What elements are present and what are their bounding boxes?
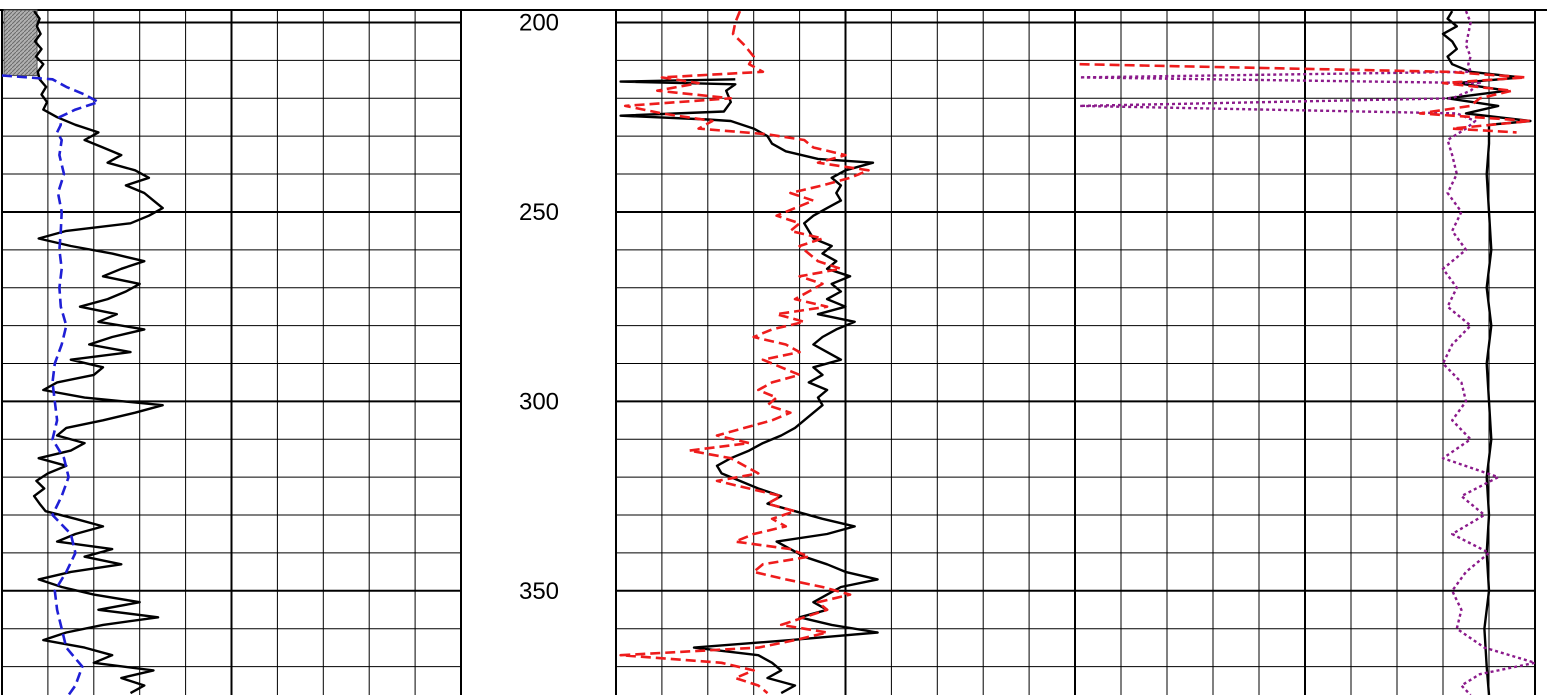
lithology-flag [3, 9, 38, 77]
depth-tick-label: 200 [519, 10, 559, 37]
grid-layer [0, 9, 1547, 695]
depth-tick-labels: 200 250 300 350 [519, 10, 559, 605]
depth-tick-label: 250 [519, 199, 559, 226]
curve-layer [1, 10, 1537, 695]
track-1-black-curve [32, 10, 164, 695]
track-3-red-curve [1079, 62, 1532, 134]
track-3-purple-curve [1078, 10, 1537, 695]
track-3-black-curve [1441, 10, 1532, 695]
track-1-blue-curve [1, 74, 100, 695]
depth-tick-label: 350 [519, 578, 559, 605]
track-2-black-curve [619, 78, 879, 695]
depth-tick-label: 300 [519, 388, 559, 415]
flag-layer [3, 9, 38, 77]
track-2-red-curve [619, 10, 870, 695]
